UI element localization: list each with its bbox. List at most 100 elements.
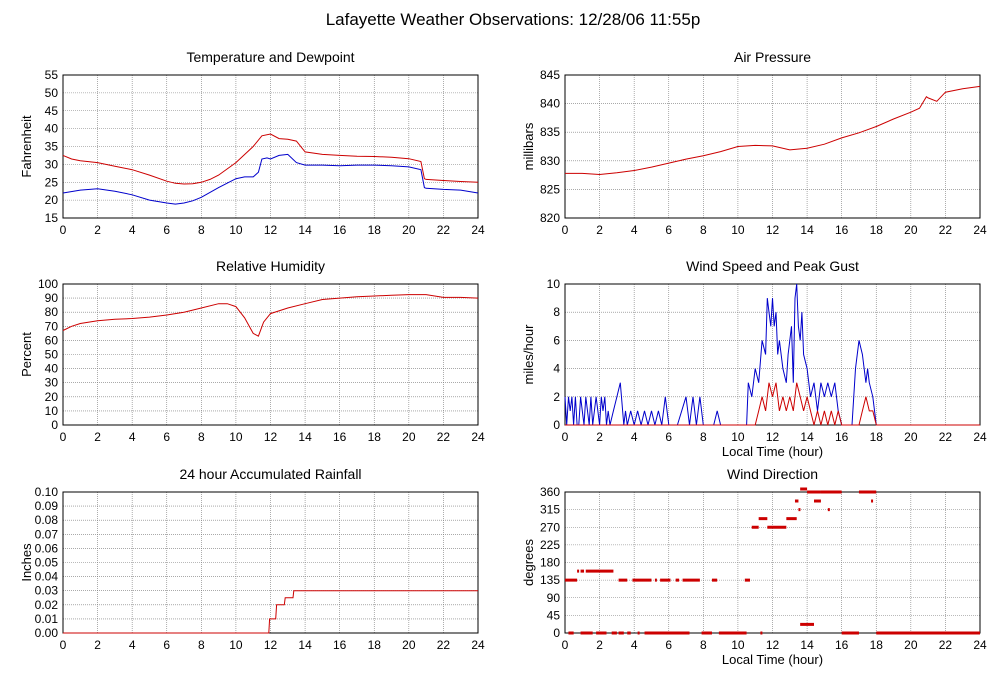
- direction-point: [611, 631, 617, 635]
- wind-xtick-label: 12: [766, 430, 780, 444]
- rain-xtick-label: 12: [264, 638, 278, 652]
- humidity-ytick-label: 0: [51, 418, 58, 432]
- rain-title: 24 hour Accumulated Rainfall: [179, 466, 361, 482]
- wind-ytick-label: 2: [553, 390, 560, 404]
- pressure-xtick-label: 20: [904, 223, 918, 237]
- temp-ytick-label: 30: [45, 157, 59, 171]
- direction-point: [751, 525, 759, 529]
- humidity-ytick-label: 80: [45, 305, 59, 319]
- temp-ylabel: Fahrenheit: [19, 115, 34, 178]
- humidity-xtick-label: 6: [163, 430, 170, 444]
- rain-ytick-label: 0.08: [35, 513, 59, 527]
- temp-xtick-label: 2: [94, 223, 101, 237]
- humidity-title: Relative Humidity: [216, 258, 325, 274]
- pressure-xtick-label: 22: [939, 223, 953, 237]
- direction-point: [827, 508, 830, 512]
- temp-xtick-label: 14: [298, 223, 312, 237]
- direction-point: [820, 490, 842, 494]
- wind-ytick-label: 4: [553, 362, 560, 376]
- direction-ytick-label: 135: [540, 573, 560, 587]
- wind-xtick-label: 8: [700, 430, 707, 444]
- direction-xtick-label: 16: [835, 638, 849, 652]
- rain-ylabel: Inches: [19, 543, 34, 582]
- humidity-xtick-label: 14: [298, 430, 312, 444]
- humidity-ytick-label: 70: [45, 319, 59, 333]
- direction-xtick-label: 14: [800, 638, 814, 652]
- direction-point: [767, 525, 787, 529]
- direction-point: [565, 578, 578, 582]
- humidity-ylabel: Percent: [19, 332, 34, 377]
- humidity-ytick-label: 40: [45, 362, 59, 376]
- wind-ytick-label: 8: [553, 305, 560, 319]
- wind-xtick-label: 2: [596, 430, 603, 444]
- rain-xtick-label: 24: [471, 638, 485, 652]
- direction-xtick-label: 22: [939, 638, 953, 652]
- direction-ytick-label: 45: [547, 608, 561, 622]
- wind-ylabel: miles/hour: [521, 324, 536, 385]
- wind-xlabel: Local Time (hour): [722, 444, 823, 459]
- pressure-xtick-label: 16: [835, 223, 849, 237]
- humidity-ytick-label: 90: [45, 291, 59, 305]
- pressure-xtick-label: 8: [700, 223, 707, 237]
- pressure-xtick-label: 4: [631, 223, 638, 237]
- direction-point: [711, 578, 718, 582]
- pressure-ytick-label: 830: [540, 154, 560, 168]
- rain-ytick-label: 0.10: [35, 485, 59, 499]
- direction-xtick-label: 6: [665, 638, 672, 652]
- humidity-xtick-label: 2: [94, 430, 101, 444]
- humidity-ytick-label: 20: [45, 390, 59, 404]
- direction-point: [758, 517, 768, 521]
- wind-xtick-label: 0: [562, 430, 569, 444]
- direction-point: [701, 631, 712, 635]
- humidity-xtick-label: 4: [129, 430, 136, 444]
- direction-ytick-label: 0: [553, 626, 560, 640]
- direction-point: [760, 631, 763, 635]
- direction-xtick-label: 12: [766, 638, 780, 652]
- direction-ytick-label: 225: [540, 538, 560, 552]
- humidity-ytick-label: 30: [45, 376, 59, 390]
- direction-point: [800, 487, 808, 491]
- humidity-xtick-label: 8: [198, 430, 205, 444]
- humidity-ytick-label: 60: [45, 333, 59, 347]
- temp-series-line-1: [62, 153, 479, 205]
- rain-ytick-label: 0.07: [35, 527, 59, 541]
- direction-point: [618, 578, 628, 582]
- direction-point: [580, 569, 585, 573]
- direction-ytick-label: 180: [540, 556, 560, 570]
- direction-point: [627, 631, 631, 635]
- humidity-xtick-label: 10: [229, 430, 243, 444]
- direction-xtick-label: 24: [973, 638, 987, 652]
- wind-xtick-label: 16: [835, 430, 849, 444]
- direction-xtick-label: 8: [700, 638, 707, 652]
- pressure-ytick-label: 825: [540, 182, 560, 196]
- temp-ytick-label: 15: [45, 211, 59, 225]
- temp-xtick-label: 22: [437, 223, 451, 237]
- direction-point: [871, 499, 874, 503]
- rain-ytick-label: 0.01: [35, 612, 59, 626]
- direction-ylabel: degrees: [521, 539, 536, 586]
- direction-point: [675, 578, 680, 582]
- direction-point: [585, 569, 614, 573]
- pressure-series-line-0: [565, 85, 981, 176]
- humidity-xtick-label: 24: [471, 430, 485, 444]
- direction-xtick-label: 10: [731, 638, 745, 652]
- direction-point: [654, 578, 657, 582]
- temp-title: Temperature and Dewpoint: [186, 49, 354, 65]
- direction-point: [794, 499, 799, 503]
- temp-ytick-label: 40: [45, 122, 59, 136]
- humidity-xtick-label: 12: [264, 430, 278, 444]
- temp-ytick-label: 25: [45, 175, 59, 189]
- pressure-ytick-label: 840: [540, 97, 560, 111]
- humidity-ytick-label: 50: [45, 348, 59, 362]
- temp-frame: [62, 74, 479, 219]
- humidity-xtick-label: 18: [368, 430, 382, 444]
- direction-ytick-label: 90: [547, 591, 561, 605]
- rain-series-line-0: [63, 590, 478, 634]
- pressure-xtick-label: 12: [766, 223, 780, 237]
- pressure-xtick-label: 0: [562, 223, 569, 237]
- humidity-xtick-label: 22: [437, 430, 451, 444]
- direction-ytick-label: 270: [540, 520, 560, 534]
- temp-xtick-label: 12: [264, 223, 278, 237]
